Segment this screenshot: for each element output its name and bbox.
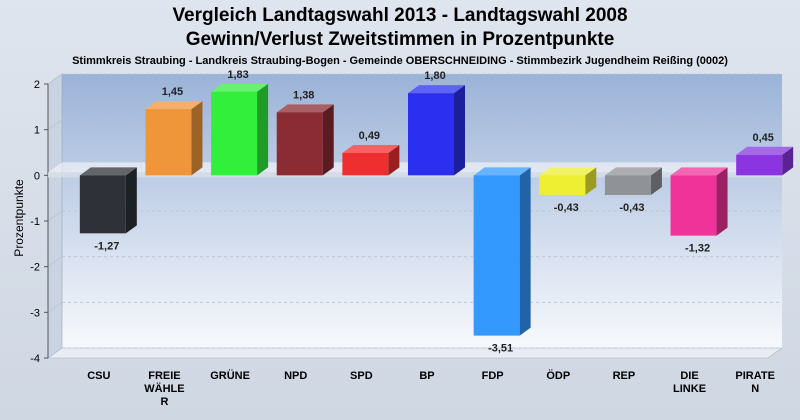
bar-side <box>782 146 794 176</box>
chart-title: Vergleich Landtagswahl 2013 - Landtagswa… <box>172 5 628 26</box>
gridline-side <box>47 73 63 85</box>
category-label: BP <box>419 370 434 382</box>
bar-side <box>650 167 662 195</box>
bar-front <box>670 175 717 236</box>
bar-1 <box>79 167 137 234</box>
bar-top <box>342 144 400 153</box>
bar-2 <box>145 101 203 176</box>
bar-front <box>79 175 126 234</box>
gridline-side <box>47 302 63 313</box>
bar-top <box>211 83 269 92</box>
bar-top <box>473 167 531 176</box>
bar-top <box>145 101 203 110</box>
bar-front <box>473 175 520 336</box>
plot-floor <box>47 347 783 359</box>
gridline-side <box>47 256 63 267</box>
category-label: CSU <box>87 370 110 382</box>
bar-front <box>276 112 323 176</box>
chart-subtitle: Gewinn/Verlust Zweitstimmen in Prozentpu… <box>185 29 615 50</box>
value-label: 1,83 <box>227 69 248 81</box>
y-tick-label: -4 <box>30 353 40 365</box>
bar-top <box>79 167 137 176</box>
category-label: ÖDP <box>546 369 570 382</box>
bar-top <box>604 167 662 176</box>
bar-11 <box>736 146 794 176</box>
y-tick-label: -3 <box>30 307 40 319</box>
y-tick-label: -2 <box>30 262 40 274</box>
bar-side <box>125 167 137 234</box>
value-label: 1,80 <box>424 70 445 82</box>
bar-top <box>736 146 794 155</box>
bar-4 <box>276 104 334 176</box>
value-label: 0,45 <box>752 132 773 144</box>
bar-10 <box>670 167 728 236</box>
bar-front <box>342 152 389 176</box>
category-label: DIE LINKE <box>673 370 706 395</box>
bar-side <box>257 83 269 176</box>
gridline-side <box>47 210 63 222</box>
bar-side <box>585 167 597 195</box>
bar-top <box>670 167 728 176</box>
bar-front <box>211 91 258 176</box>
bar-front <box>408 93 454 176</box>
category-label: SPD <box>350 370 373 382</box>
bar-side <box>191 101 203 176</box>
category-label: PIRATE N <box>735 370 775 395</box>
bar-top <box>276 104 334 113</box>
y-tick-label: 0 <box>34 170 40 182</box>
category-label: FREIE WÄHLE R <box>144 370 184 408</box>
bar-top <box>408 85 465 94</box>
gridline-side <box>47 119 63 130</box>
bar-side <box>454 85 465 176</box>
bar-side <box>388 144 400 176</box>
y-tick-label: 2 <box>34 79 40 91</box>
value-label: -1,27 <box>94 240 119 252</box>
value-label: -0,43 <box>619 202 644 214</box>
category-label: NPD <box>284 370 307 382</box>
bar-side <box>716 167 728 236</box>
value-label: -0,43 <box>554 202 579 214</box>
value-label: -3,51 <box>488 343 513 355</box>
y-axis-label: Prozentpunkte <box>12 179 26 257</box>
y-tick-label: -1 <box>30 216 40 228</box>
gridline-side <box>47 347 63 359</box>
bar-6 <box>408 85 465 176</box>
bar-5 <box>342 144 400 176</box>
chart-caption: Stimmkreis Straubing - Landkreis Straubi… <box>72 55 728 67</box>
bar-side <box>519 167 531 336</box>
bar-front <box>145 109 192 176</box>
bar-7 <box>473 167 531 336</box>
value-label: 1,45 <box>162 86 183 98</box>
bar-side <box>322 104 334 176</box>
value-label: 0,49 <box>359 130 380 142</box>
bar-front <box>736 154 783 176</box>
category-label: REP <box>613 370 636 382</box>
y-tick-label: 1 <box>34 125 40 137</box>
bar-front <box>539 175 586 195</box>
category-label: FDP <box>482 370 504 382</box>
value-label: -1,32 <box>685 243 710 255</box>
bar-top <box>539 167 597 176</box>
bar-8 <box>539 167 597 195</box>
value-label: 1,38 <box>293 89 314 101</box>
bar-front <box>604 175 651 195</box>
bar-3 <box>211 83 269 176</box>
bar-9 <box>604 167 662 195</box>
category-label: GRÜNE <box>210 369 250 382</box>
